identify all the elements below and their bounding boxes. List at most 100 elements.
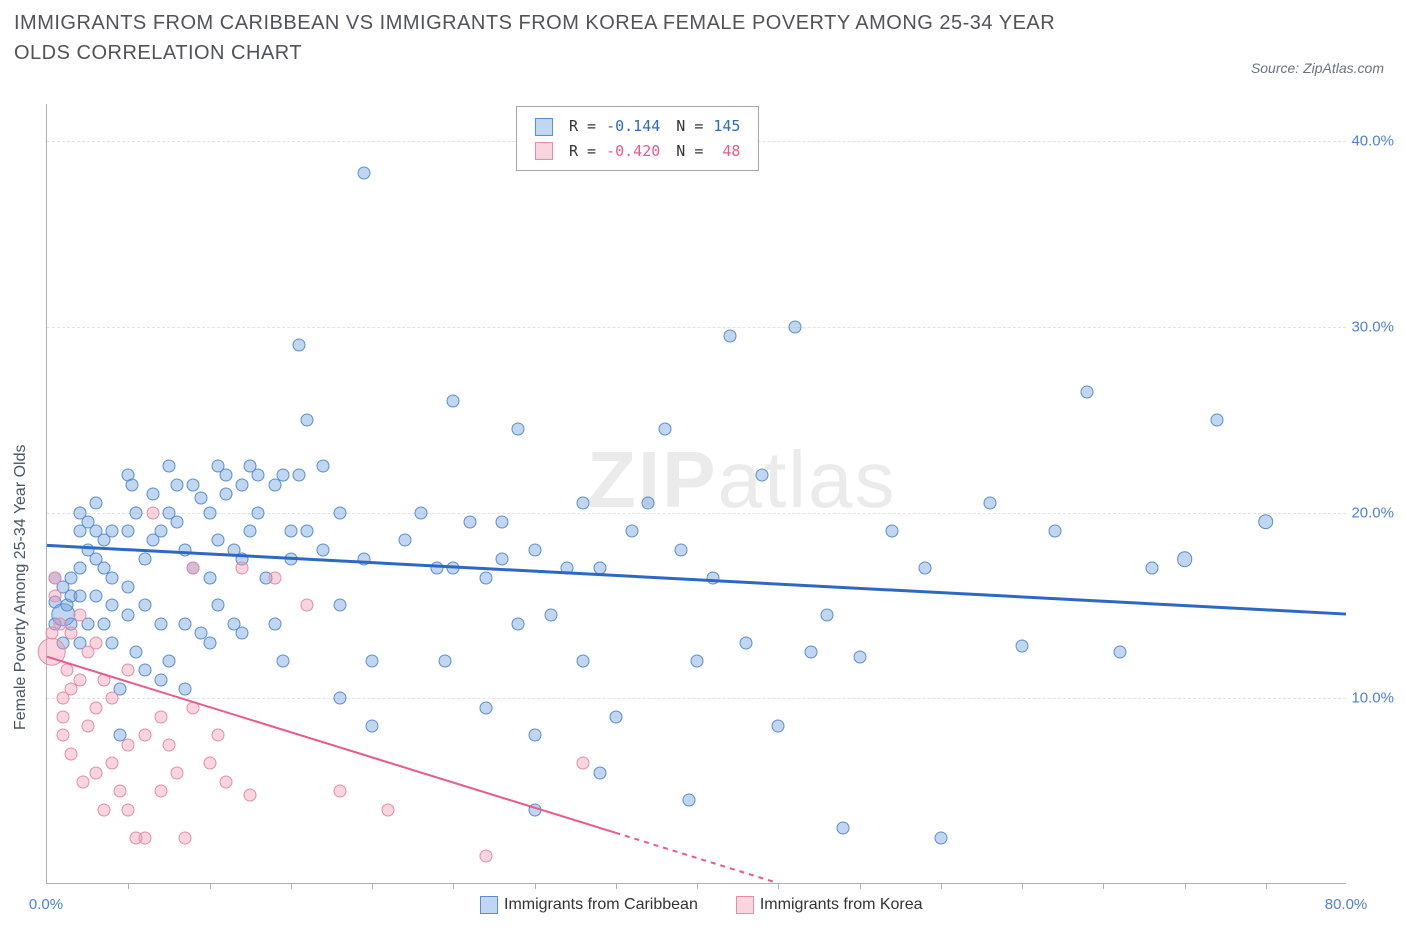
- data-point: [1211, 413, 1224, 426]
- gridline: [47, 513, 1346, 514]
- data-point: [301, 599, 314, 612]
- y-tick-label: 30.0%: [1351, 318, 1394, 335]
- legend-item: Immigrants from Korea: [736, 896, 923, 914]
- data-point: [431, 562, 444, 575]
- data-point: [203, 636, 216, 649]
- data-point: [211, 729, 224, 742]
- data-point: [106, 636, 119, 649]
- x-tick-mark: [128, 883, 129, 889]
- data-point: [284, 525, 297, 538]
- data-point: [106, 571, 119, 584]
- data-point: [106, 692, 119, 705]
- data-point: [162, 738, 175, 751]
- data-point: [187, 701, 200, 714]
- data-point: [122, 525, 135, 538]
- data-point: [73, 562, 86, 575]
- x-tick-label: 0.0%: [29, 896, 63, 913]
- x-tick-mark: [1103, 883, 1104, 889]
- data-point: [122, 738, 135, 751]
- data-point: [244, 525, 257, 538]
- data-point: [122, 580, 135, 593]
- data-point: [333, 692, 346, 705]
- data-point: [65, 748, 78, 761]
- data-point: [252, 469, 265, 482]
- correlation-table: R =-0.144N =145R =-0.420N =48: [529, 113, 746, 164]
- data-point: [821, 608, 834, 621]
- data-point: [89, 497, 102, 510]
- x-tick-mark: [616, 883, 617, 889]
- legend-label: Immigrants from Caribbean: [504, 896, 698, 914]
- data-point: [382, 803, 395, 816]
- scatter-plot-area: ZIPatlas: [46, 104, 1346, 884]
- x-tick-label: 80.0%: [1325, 896, 1368, 913]
- data-point: [544, 608, 557, 621]
- source-attribution: Source: ZipAtlas.com: [1251, 60, 1384, 76]
- data-point: [154, 785, 167, 798]
- data-point: [60, 664, 73, 677]
- data-point: [626, 525, 639, 538]
- data-point: [292, 469, 305, 482]
- gridline: [47, 327, 1346, 328]
- data-point: [398, 534, 411, 547]
- data-point: [772, 720, 785, 733]
- data-point: [788, 320, 801, 333]
- watermark-bold: ZIP: [587, 435, 717, 524]
- data-point: [918, 562, 931, 575]
- data-point: [154, 673, 167, 686]
- data-point: [73, 590, 86, 603]
- data-point: [593, 766, 606, 779]
- data-point: [1016, 640, 1029, 653]
- watermark-light: atlas: [717, 435, 896, 524]
- data-point: [447, 562, 460, 575]
- data-point: [125, 478, 138, 491]
- data-point: [658, 423, 671, 436]
- x-tick-mark: [535, 883, 536, 889]
- data-point: [479, 701, 492, 714]
- data-point: [211, 534, 224, 547]
- data-point: [1177, 551, 1193, 567]
- data-point: [496, 515, 509, 528]
- data-point: [479, 571, 492, 584]
- data-point: [301, 413, 314, 426]
- data-point: [162, 655, 175, 668]
- data-point: [1081, 385, 1094, 398]
- x-tick-mark: [941, 883, 942, 889]
- x-tick-mark: [778, 883, 779, 889]
- data-point: [154, 525, 167, 538]
- data-point: [57, 729, 70, 742]
- data-point: [1258, 514, 1274, 530]
- data-point: [73, 673, 86, 686]
- data-point: [211, 599, 224, 612]
- data-point: [333, 785, 346, 798]
- data-point: [179, 618, 192, 631]
- legend-item: Immigrants from Caribbean: [480, 896, 698, 914]
- data-point: [236, 627, 249, 640]
- data-point: [674, 543, 687, 556]
- data-point: [357, 553, 370, 566]
- data-point: [106, 757, 119, 770]
- data-point: [114, 785, 127, 798]
- data-point: [138, 664, 151, 677]
- data-point: [171, 515, 184, 528]
- data-point: [1146, 562, 1159, 575]
- data-point: [97, 803, 110, 816]
- data-point: [317, 460, 330, 473]
- data-point: [219, 488, 232, 501]
- data-point: [496, 553, 509, 566]
- data-point: [122, 664, 135, 677]
- data-point: [195, 491, 208, 504]
- data-point: [439, 655, 452, 668]
- data-point: [447, 395, 460, 408]
- data-point: [38, 638, 67, 667]
- data-point: [512, 618, 525, 631]
- data-point: [691, 655, 704, 668]
- data-point: [268, 618, 281, 631]
- data-point: [333, 599, 346, 612]
- data-point: [162, 460, 175, 473]
- legend-swatch: [480, 896, 498, 914]
- data-point: [138, 599, 151, 612]
- data-point: [479, 850, 492, 863]
- data-point: [244, 788, 257, 801]
- data-point: [756, 469, 769, 482]
- data-point: [301, 525, 314, 538]
